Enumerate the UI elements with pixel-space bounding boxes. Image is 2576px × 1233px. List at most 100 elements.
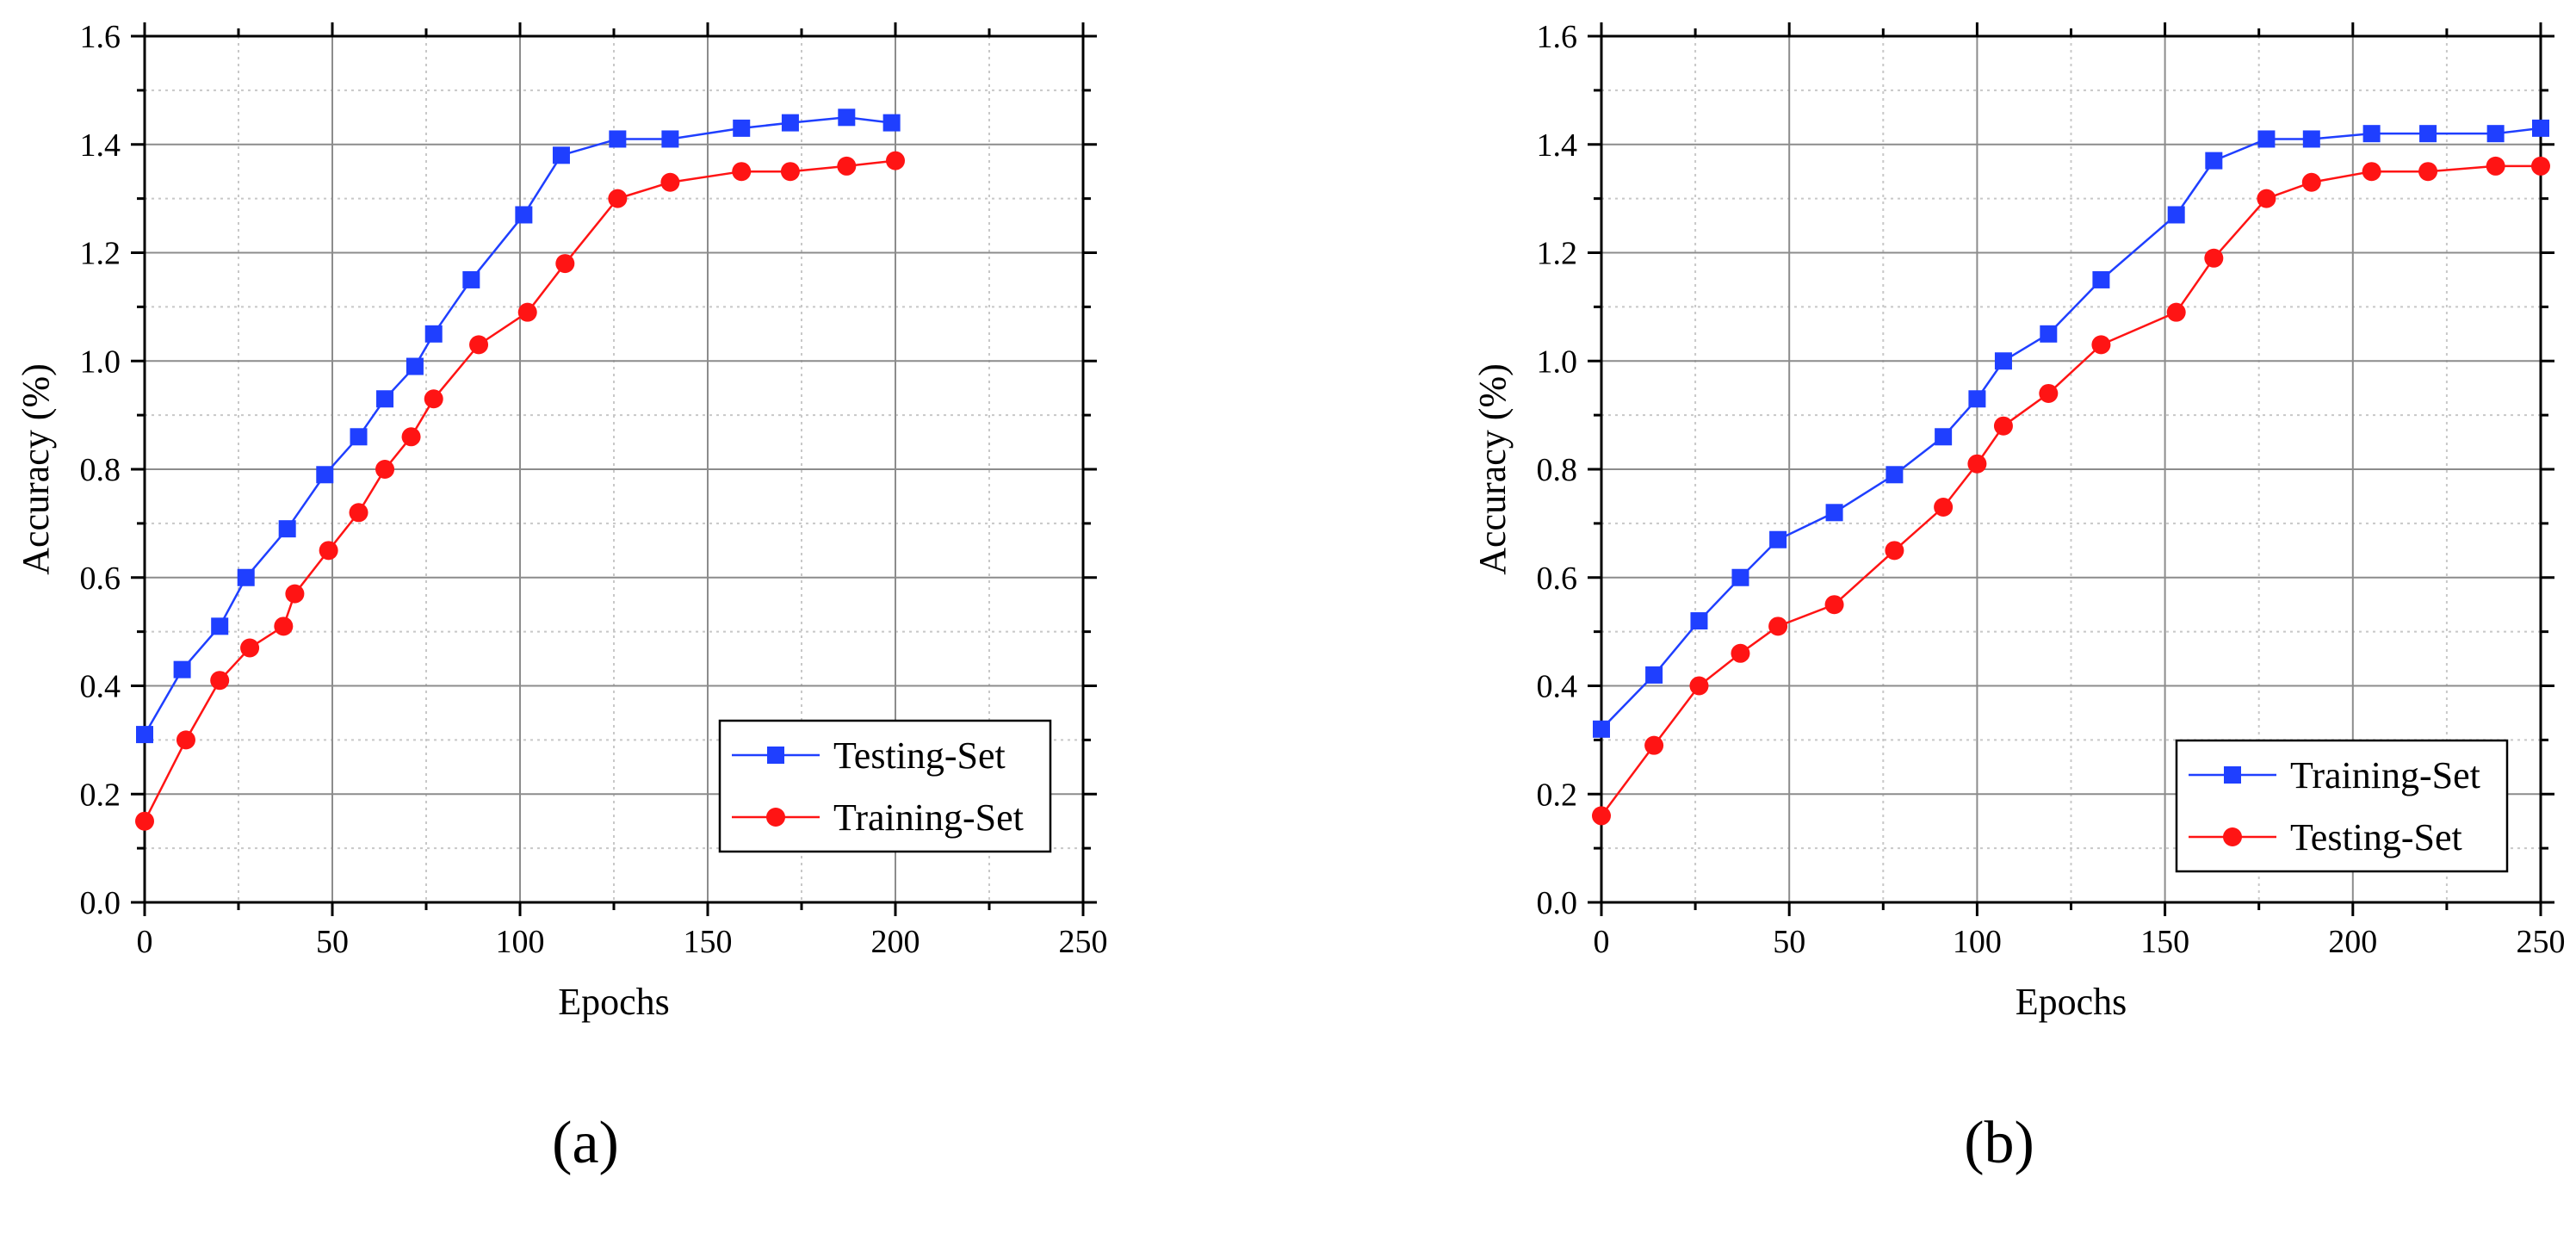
data-point-circle bbox=[2362, 162, 2381, 182]
data-point-square bbox=[376, 390, 394, 408]
legend-label: Testing-Set bbox=[2290, 816, 2462, 858]
y-tick-label: 0.4 bbox=[1537, 669, 1578, 705]
data-point-square bbox=[406, 357, 424, 375]
data-point-circle bbox=[1885, 541, 1904, 561]
data-point-circle bbox=[176, 730, 195, 750]
legend-marker-square bbox=[767, 747, 784, 764]
x-tick-label: 0 bbox=[1594, 924, 1610, 960]
y-tick-label: 1.6 bbox=[80, 19, 121, 55]
data-point-circle bbox=[1644, 735, 1664, 755]
data-point-circle bbox=[2486, 156, 2505, 176]
x-axis-title: Epochs bbox=[2016, 981, 2127, 1023]
legend-box bbox=[2175, 739, 2509, 873]
x-tick-label: 0 bbox=[137, 924, 153, 960]
y-tick-label: 0.0 bbox=[1537, 885, 1578, 921]
data-point-circle bbox=[2166, 302, 2186, 322]
y-tick-label: 0.2 bbox=[1537, 777, 1578, 813]
data-point-circle bbox=[319, 541, 338, 561]
y-tick-label: 0.0 bbox=[80, 885, 121, 921]
legend: Training-Set Testing-Set bbox=[2175, 739, 2509, 873]
x-tick-label: 100 bbox=[496, 924, 545, 960]
data-point-circle bbox=[660, 172, 680, 192]
data-point-circle bbox=[240, 638, 260, 658]
data-point-circle bbox=[1993, 416, 2013, 436]
data-point-circle bbox=[2301, 172, 2321, 192]
data-point-square bbox=[2167, 206, 2185, 224]
data-point-square bbox=[882, 114, 901, 132]
y-tick-label: 1.0 bbox=[80, 344, 121, 380]
legend-marker-circle bbox=[766, 808, 785, 827]
data-point-square bbox=[424, 325, 443, 343]
data-point-square bbox=[136, 726, 153, 744]
data-point-circle bbox=[1592, 806, 1611, 826]
data-point-square bbox=[1645, 666, 1663, 684]
data-point-square bbox=[781, 114, 799, 132]
minor-grid bbox=[1601, 36, 2541, 902]
data-point-square bbox=[2302, 130, 2320, 148]
data-point-square bbox=[2362, 125, 2381, 143]
x-tick-label: 150 bbox=[684, 924, 733, 960]
x-tick-label: 150 bbox=[2140, 924, 2189, 960]
data-point-circle bbox=[2418, 162, 2438, 182]
data-point-circle bbox=[401, 427, 421, 447]
data-point-circle bbox=[1934, 498, 1954, 517]
data-point-circle bbox=[1768, 616, 1788, 636]
x-tick-label: 250 bbox=[2517, 924, 2566, 960]
legend-label: Training-Set bbox=[833, 796, 1024, 839]
data-point-square bbox=[237, 568, 255, 586]
data-point-square bbox=[1968, 390, 1986, 408]
y-tick-label: 1.4 bbox=[80, 127, 121, 164]
data-point-square bbox=[838, 108, 856, 127]
data-point-square bbox=[1935, 428, 1953, 446]
data-point-square bbox=[1825, 504, 1843, 522]
data-point-square bbox=[316, 466, 334, 484]
data-point-circle bbox=[780, 162, 800, 182]
data-point-square bbox=[1994, 352, 2012, 370]
data-point-square bbox=[1769, 530, 1787, 548]
y-tick-label: 0.4 bbox=[80, 669, 121, 705]
data-point-circle bbox=[210, 671, 230, 691]
chart-a: 0 50 100 150 200 250 0.0 0.2 0.4 0.6 0.8 1.0 1.2 1.4 1… bbox=[15, 19, 1108, 1023]
data-point-square bbox=[1886, 466, 1904, 484]
x-tick-label: 100 bbox=[1953, 924, 2002, 960]
legend-marker-square bbox=[2224, 766, 2241, 784]
data-point-circle bbox=[886, 151, 905, 170]
y-tick-label: 0.6 bbox=[1537, 561, 1578, 597]
x-tick-label: 250 bbox=[1059, 924, 1108, 960]
data-point-square bbox=[2257, 130, 2276, 148]
data-point-square bbox=[1731, 568, 1749, 586]
y-tick-label: 1.0 bbox=[1537, 344, 1578, 380]
y-tick-label: 1.6 bbox=[1537, 19, 1578, 55]
x-tick-label: 50 bbox=[1773, 924, 1805, 960]
panel-label-a: (a) bbox=[552, 1110, 619, 1176]
data-point-circle bbox=[424, 389, 443, 409]
data-point-square bbox=[2532, 119, 2549, 137]
tick-labels: 0 50 100 150 200 250 0.0 0.2 0.4 0.6 0.8 1.0 1.2 1.4 1… bbox=[80, 19, 1108, 960]
chart-b: 0 50 100 150 200 250 0.0 0.2 0.4 0.6 0.8 1.0 1.2 1.4 1… bbox=[1471, 19, 2566, 1023]
data-point-square bbox=[1690, 612, 1708, 630]
data-point-square bbox=[609, 130, 627, 148]
y-tick-label: 0.6 bbox=[80, 561, 121, 597]
data-point-square bbox=[2419, 125, 2437, 143]
data-point-circle bbox=[1689, 676, 1709, 696]
y-tick-label: 1.4 bbox=[1537, 127, 1578, 164]
data-point-circle bbox=[2257, 189, 2276, 208]
y-axis-title: Accuracy (%) bbox=[1471, 363, 1514, 575]
legend: Testing-Set Training-Set bbox=[718, 719, 1052, 853]
data-point-square bbox=[211, 617, 229, 635]
y-tick-label: 1.2 bbox=[1537, 236, 1578, 272]
data-point-circle bbox=[732, 162, 752, 182]
series-line bbox=[1601, 127, 2542, 730]
y-axis-title: Accuracy (%) bbox=[15, 363, 57, 575]
data-point-square bbox=[733, 119, 751, 137]
x-tick-label: 200 bbox=[871, 924, 920, 960]
data-point-square bbox=[2040, 325, 2058, 343]
y-tick-label: 1.2 bbox=[80, 236, 121, 272]
y-tick-label: 0.8 bbox=[1537, 452, 1578, 488]
data-point-circle bbox=[1824, 595, 1844, 615]
data-point-square bbox=[462, 270, 480, 288]
data-point-circle bbox=[2091, 335, 2111, 355]
axis-ticks bbox=[1588, 22, 2554, 916]
x-tick-label: 200 bbox=[2328, 924, 2377, 960]
